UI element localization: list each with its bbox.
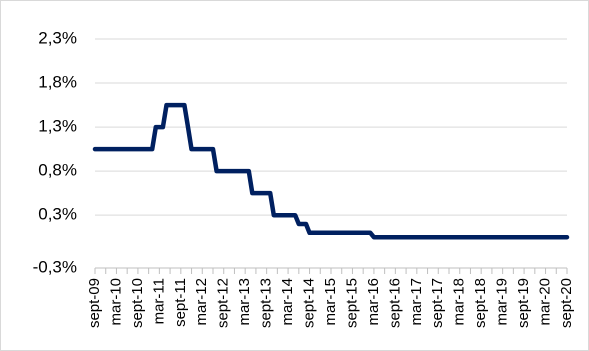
x-tick-label: mar-12 [193,278,210,326]
x-tick-label: sept-09 [86,278,103,328]
y-tick-label: 2,3% [38,28,77,47]
x-tick-label: sept-15 [343,278,360,328]
x-tick-label: sept-16 [386,278,403,328]
x-tick-label: mar-17 [408,278,425,326]
x-axis-labels: sept-09 mar-10 sept-10 mar-11 sept-11 mar-12 s… [86,278,575,328]
x-tick-label: mar-10 [107,278,124,326]
x-tick-label: sept-18 [472,278,489,328]
y-tick-label: 1,3% [38,117,77,136]
x-tick-label: sept-12 [215,278,232,328]
x-tick-label: sept-13 [258,278,275,328]
x-axis-ticks [94,268,568,274]
x-tick-label: mar-14 [279,278,296,326]
x-tick-label: sept-10 [129,278,146,328]
y-tick-label: 0,3% [38,205,77,224]
x-tick-label: mar-13 [236,278,253,326]
gridlines [95,38,567,216]
x-tick-label: mar-11 [150,278,167,324]
x-tick-label: sept-11 [172,278,189,327]
series-layer [92,102,570,240]
y-tick-label: 1,8% [38,73,77,92]
x-tick-label: mar-20 [537,278,554,326]
x-tick-label: mar-19 [494,278,511,326]
x-tick-label: mar-15 [322,278,339,326]
x-tick-label: mar-16 [365,278,382,326]
y-axis-labels: 2,3% 1,8% 1,3% 0,8% 0,3% -0,3% [33,28,77,276]
y-tick-label: -0,3% [33,257,77,276]
x-tick-label: sept-19 [515,278,532,328]
y-tick-label: 0,8% [38,161,77,180]
x-tick-label: sept-20 [558,278,575,328]
series-line [92,102,570,240]
x-tick-label: sept-17 [429,278,446,328]
x-tick-label: mar-18 [451,278,468,326]
x-tick-label: sept-14 [301,278,318,328]
